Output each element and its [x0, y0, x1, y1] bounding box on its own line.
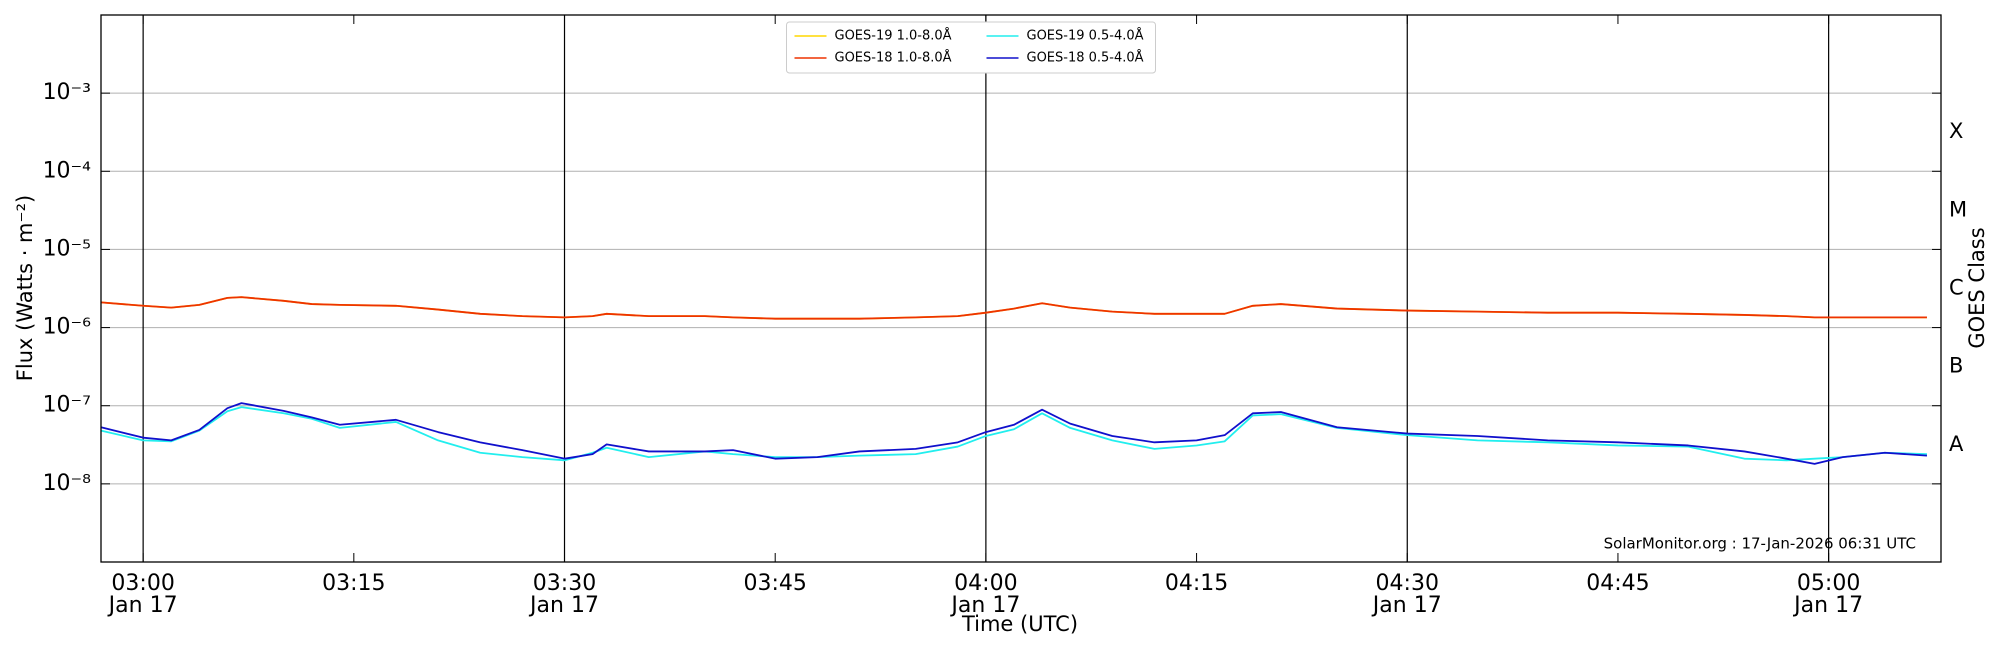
x-tick-date: Jan 17: [528, 593, 599, 618]
y-tick-label: 10⁻⁵: [43, 236, 91, 261]
series-line: [100, 296, 1927, 320]
y2-tick-label: M: [1949, 197, 1967, 221]
legend-label: GOES-19 1.0-8.0Å: [835, 28, 952, 44]
y-tick-label: 10⁻⁸: [43, 471, 92, 496]
plot-lines: [100, 296, 1928, 465]
y2-tick-label: B: [1949, 354, 1963, 378]
legend: GOES-19 1.0-8.0Å GOES-18 1.0-8.0Å GOES-19 …: [786, 21, 1156, 74]
x-tick-label: 03:00: [111, 571, 174, 596]
y2-tick-label: X: [1949, 119, 1963, 143]
x-tick-label: 04:30: [1376, 571, 1439, 596]
y2-tick-label: A: [1949, 432, 1964, 456]
y2-axis-label: GOES Class: [1965, 227, 1989, 348]
x-tick-date: Jan 17: [1792, 593, 1863, 618]
x-tick-label: 04:15: [1165, 571, 1228, 596]
series-line: [100, 402, 1928, 465]
x-tick-label: 04:45: [1586, 571, 1649, 596]
y2-tick-label: C: [1949, 276, 1964, 300]
x-tick-date: Jan 17: [1371, 593, 1442, 618]
annotation: SolarMonitor.org : 17-Jan-2026 06:31 UTC: [1604, 535, 1916, 553]
series-line: [100, 406, 1927, 462]
legend-label: GOES-18 1.0-8.0Å: [835, 50, 952, 66]
grid: [101, 15, 1941, 562]
legend-label: GOES-19 0.5-4.0Å: [1027, 28, 1144, 44]
x-tick-date: Jan 17: [949, 593, 1020, 618]
legend-box: [786, 21, 1156, 74]
x-tick-label: 04:00: [954, 571, 1017, 596]
plot-frame: [100, 14, 1942, 563]
x-tick-date: Jan 17: [107, 593, 178, 618]
y-tick-label: 10⁻⁴: [43, 158, 92, 183]
y-axis-label: Flux (Watts · m⁻²): [13, 195, 37, 381]
y-tick-label: 10⁻³: [43, 80, 91, 105]
x-tick-label: 03:45: [743, 571, 806, 596]
y-tick-label: 10⁻⁷: [43, 393, 91, 418]
x-tick-label: 03:30: [533, 571, 596, 596]
x-tick-label: 03:15: [322, 571, 385, 596]
y-tick-label: 10⁻⁶: [43, 315, 92, 340]
x-tick-label: 05:00: [1797, 571, 1860, 596]
x-axis-label: Time (UTC): [961, 612, 1078, 636]
legend-label: GOES-18 0.5-4.0Å: [1027, 50, 1144, 66]
